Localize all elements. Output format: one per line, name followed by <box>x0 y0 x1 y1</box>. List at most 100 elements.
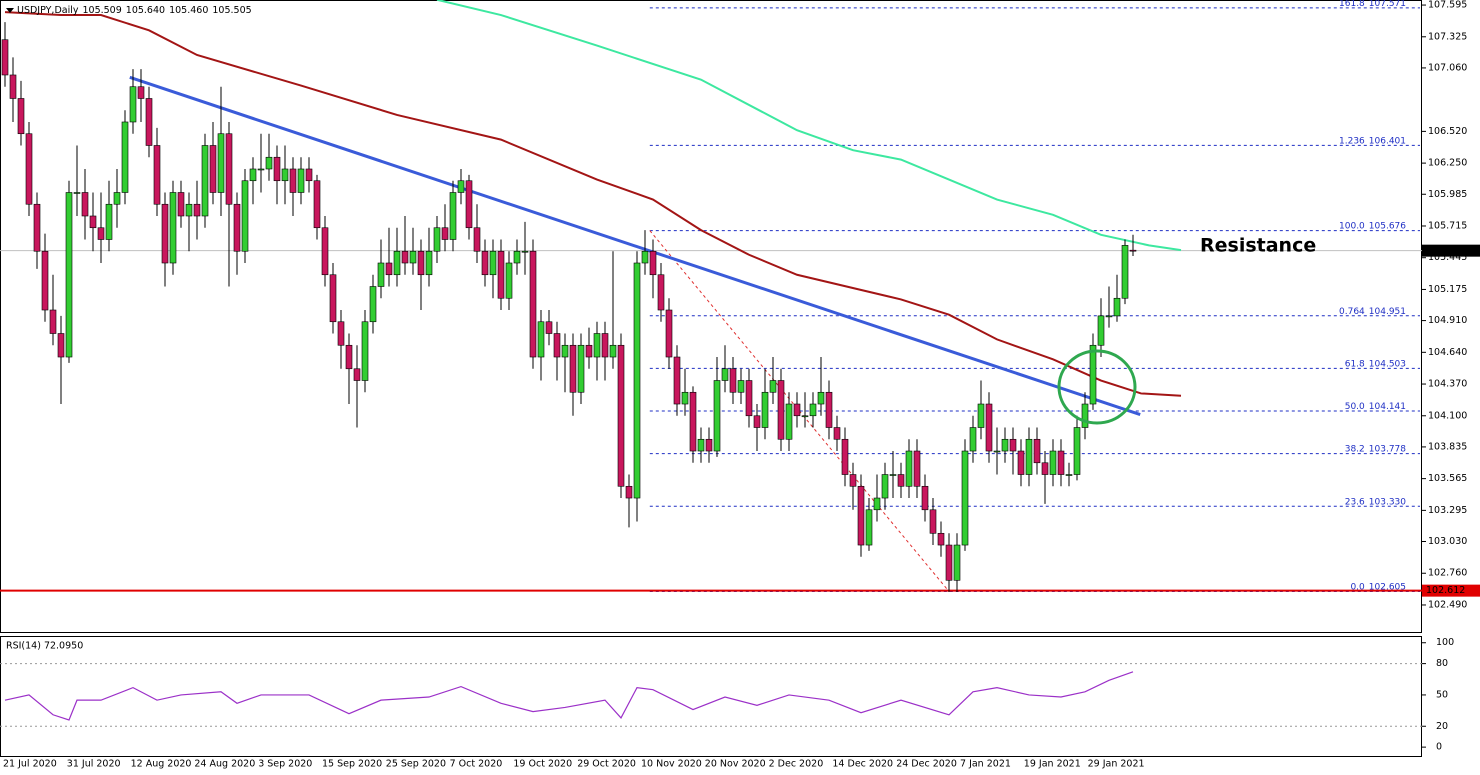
candle-body <box>993 450 1001 453</box>
x-tick-label: 7 Jan 2021 <box>960 759 1011 770</box>
candle-body <box>1105 315 1113 318</box>
main-pane-border <box>0 0 1422 633</box>
y-tick-label: 104.640 <box>1428 347 1467 358</box>
candle-body <box>465 180 473 229</box>
y-tick-label: 105.715 <box>1428 220 1467 231</box>
candle-body <box>233 203 241 252</box>
candle-body <box>353 368 361 381</box>
candle-body <box>905 450 913 487</box>
rsi-tick-label: 50 <box>1436 689 1448 700</box>
candle-body <box>425 250 433 276</box>
candle-body <box>377 262 385 287</box>
x-tick-label: 29 Jan 2021 <box>1088 759 1145 770</box>
candle-body <box>865 509 873 546</box>
candle-body <box>329 274 337 323</box>
candle-body <box>297 168 305 193</box>
fib-ratio: 161.8 <box>1339 0 1365 8</box>
candle-body <box>89 215 97 229</box>
candle-body <box>489 250 497 276</box>
candle-body <box>145 98 153 146</box>
rsi-tick-label: 100 <box>1436 637 1454 648</box>
candle-body <box>889 474 897 476</box>
candle-body <box>433 227 441 252</box>
candle-body <box>849 474 857 487</box>
candle-body <box>841 438 849 475</box>
candle-body <box>945 544 953 581</box>
annotation: Resistance <box>1200 235 1316 257</box>
candle-body <box>177 192 185 217</box>
marks: 161.8 107.571 1.236 106.401 100.0 105.676 0.76… <box>0 0 1422 727</box>
candle-body <box>953 544 961 581</box>
candle-body <box>897 474 905 487</box>
x-tick-label: 31 Jul 2020 <box>67 759 121 770</box>
fib-ratio: 0.764 <box>1339 306 1365 316</box>
x-tick-label: 2 Dec 2020 <box>769 759 824 770</box>
candle-body <box>345 344 353 370</box>
fib-price: 103.778 <box>1369 444 1406 454</box>
y-tick-label: 103.565 <box>1428 473 1467 484</box>
y-tick-label: 103.295 <box>1428 505 1467 516</box>
y-tick-label: 102.490 <box>1428 599 1467 610</box>
candle-body <box>1049 450 1057 475</box>
candle-body <box>689 391 697 452</box>
candle-body <box>881 474 889 499</box>
candle-body <box>529 250 537 358</box>
candle-body <box>497 250 505 299</box>
candle-body <box>769 380 777 393</box>
candle-body <box>593 333 601 358</box>
fib-price: 102.605 <box>1369 582 1406 592</box>
y-tick-label: 105.985 <box>1428 189 1467 200</box>
fib-label: 0.0 102.605 <box>1350 582 1406 592</box>
support-price-label: 102.612 <box>1426 585 1465 596</box>
candle-body <box>409 250 417 264</box>
candle-body <box>505 262 513 299</box>
rsi-title: RSI(14) 72.0950 <box>6 641 83 652</box>
candle-body <box>113 192 121 205</box>
candle-body <box>281 168 289 182</box>
candle-body <box>721 368 729 381</box>
candle-body <box>809 403 817 417</box>
fib-price: 104.141 <box>1369 401 1406 411</box>
candle-body <box>793 403 801 417</box>
fib-label: 23.6 103.330 <box>1345 497 1407 507</box>
candle-body <box>257 168 265 171</box>
candle-body <box>561 344 569 358</box>
candle-body <box>585 344 593 358</box>
candle-body <box>1121 245 1129 299</box>
candle-body <box>1 39 9 76</box>
candle-body <box>265 156 273 170</box>
y-tick-label: 107.595 <box>1428 0 1467 11</box>
header: USDJPY,Daily 105.509 105.640 105.460 105.505 <box>17 5 252 16</box>
candle-body <box>225 133 233 205</box>
x-tick-label: 29 Oct 2020 <box>577 759 636 770</box>
candle-body <box>633 262 641 499</box>
candle-body <box>457 180 465 193</box>
fib-price: 106.401 <box>1369 136 1406 146</box>
candle-body <box>1113 297 1121 317</box>
fib-label: 0.764 104.951 <box>1339 306 1406 316</box>
open-value: 105.509 <box>82 5 121 16</box>
fib-price: 104.503 <box>1369 359 1406 369</box>
candle-body <box>745 380 753 417</box>
candle-body <box>185 203 193 217</box>
fib-price: 104.951 <box>1369 306 1406 316</box>
candle-body <box>1089 344 1097 405</box>
rsi-tick-label: 80 <box>1436 658 1448 669</box>
highlight-circle <box>1057 349 1137 425</box>
candle-body <box>969 427 977 452</box>
candle-body <box>161 203 169 264</box>
fib-ratio: 1.236 <box>1339 136 1365 146</box>
candle-body <box>449 192 457 240</box>
candle-body <box>441 227 449 240</box>
y-tick-label: 105.445 <box>1428 252 1467 263</box>
current-price-label: 105.505 <box>1426 245 1465 256</box>
fib-ratio: 50.0 <box>1345 401 1365 411</box>
candle-body <box>1001 438 1009 452</box>
candle-body <box>321 227 329 276</box>
low-value: 105.460 <box>169 5 208 16</box>
candle-body <box>785 403 793 440</box>
y-tick-label: 104.370 <box>1428 379 1467 390</box>
candle-body <box>825 391 833 428</box>
candle-body <box>41 250 49 311</box>
